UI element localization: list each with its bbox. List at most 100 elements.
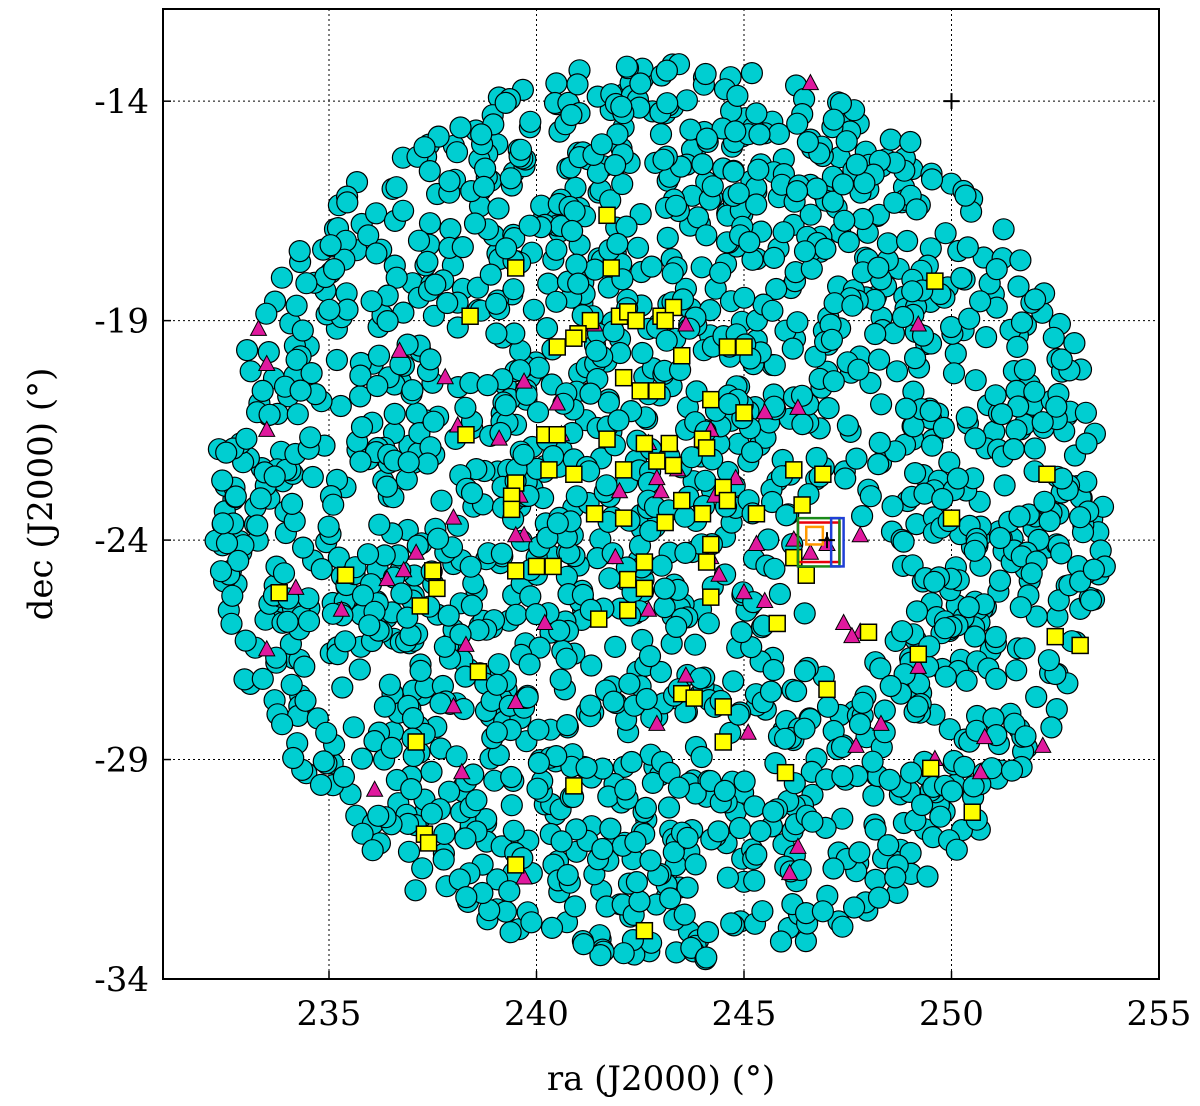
scatter-point-circle (598, 567, 621, 590)
scatter-point-square (507, 856, 525, 874)
scatter-point-triangle (249, 319, 268, 336)
scatter-point-circle (1047, 589, 1070, 612)
scatter-point-square (942, 509, 961, 527)
scatter-point-square (693, 505, 712, 523)
scatter-point-circle (211, 512, 234, 535)
scatter-point-triangle (677, 314, 695, 332)
scatter-point-circle (556, 863, 579, 887)
scatter-point-square (673, 346, 691, 365)
scatter-point-circle (572, 932, 595, 956)
scatter-point-square (747, 505, 766, 523)
scatter-point-circle (433, 635, 456, 658)
scatter-point-circle (485, 322, 508, 345)
scatter-point-circle (590, 133, 613, 156)
scatter-point-square (648, 452, 666, 470)
scatter-point-circle (879, 674, 902, 698)
scatter-point-triangle (648, 714, 666, 731)
scatter-point-circle (906, 695, 929, 718)
scatter-point-circle (329, 394, 352, 418)
scatter-point-circle (404, 879, 427, 902)
scatter-point-square (602, 259, 620, 277)
scatter-point-circle (419, 348, 442, 371)
scatter-point-square (469, 663, 488, 681)
scatter-point-circle (1014, 725, 1037, 748)
scatter-point-circle (289, 379, 312, 402)
plot-frame (162, 8, 1160, 980)
scatter-point-circle (563, 895, 587, 918)
scatter-point-square (697, 553, 716, 571)
scatter-point-circle (793, 240, 817, 263)
axis-ticks: 235 240 245 250 255 -34 -29 -24 -19 -14 (94, 82, 1191, 1034)
scatter-point-triangle (548, 393, 567, 411)
scatter-point-circle (430, 489, 453, 512)
scatter-point-circle (1002, 438, 1025, 461)
scatter-point-square (785, 461, 803, 479)
scatter-point-triangle (457, 635, 475, 652)
scatter-point-circle (879, 128, 902, 151)
scatter-point-circle (500, 794, 523, 817)
scatter-point-circle (942, 362, 966, 385)
scatter-point-circle (301, 465, 324, 489)
scatter-point-circle (1005, 419, 1028, 442)
scatter-point-circle (707, 820, 730, 843)
scatter-point-triangle (975, 727, 994, 745)
scatter-point-circle (527, 718, 550, 741)
scatter-point-circle (465, 789, 488, 812)
scatter-point-circle (905, 198, 928, 221)
scatter-point-circle (762, 246, 786, 269)
scatter-point-circle (974, 326, 998, 349)
scatter-point-circle (319, 234, 342, 257)
scatter-point-circle (903, 347, 927, 370)
scatter-point-triangle (755, 402, 774, 420)
scatter-point-circle (988, 526, 1012, 550)
scatter-point-circle (436, 291, 459, 315)
scatter-point-circle (793, 717, 816, 740)
scatter-point-circle (258, 403, 281, 426)
scatter-point-circle (276, 610, 299, 633)
scatter-point-circle (894, 397, 918, 420)
scatter-point-square (502, 500, 521, 519)
scatter-point-circle (773, 727, 797, 750)
scatter-point-square (797, 566, 815, 584)
scatter-point-circle (560, 103, 583, 127)
scatter-point-square (702, 588, 720, 606)
scatter-point-circle (968, 290, 992, 313)
scatter-point-circle (749, 819, 772, 843)
scatter-point-circle (518, 214, 541, 237)
scatter-point-triangle (444, 696, 463, 714)
scatter-point-circle (659, 887, 682, 910)
scatter-point-circle (365, 242, 388, 265)
scatter-point-triangle (755, 591, 774, 609)
scatter-point-circle (445, 745, 468, 768)
scatter-point-circle (380, 736, 403, 760)
scatter-point-circle (837, 230, 860, 254)
scatter-point-circle (357, 224, 380, 247)
scatter-point-circle (299, 426, 322, 449)
scatter-point-circle (890, 620, 914, 643)
scatter-point-circle (1050, 348, 1073, 371)
scatter-point-circle (315, 721, 338, 744)
scatter-point-triangle (847, 736, 865, 753)
scatter-point-circle (954, 184, 977, 207)
scatter-point-circle (790, 384, 814, 407)
scatter-point-circle (432, 848, 455, 871)
scatter-point-circle (211, 469, 234, 492)
scatter-point-circle (761, 299, 784, 322)
scatter-point-circle (694, 469, 717, 492)
scatter-point-circle (920, 434, 944, 457)
scatter-point-circle (376, 310, 399, 333)
scatter-point-circle (1063, 332, 1086, 355)
scatter-point-circle (811, 900, 835, 923)
scatter-point-triangle (851, 525, 870, 543)
scatter-point-circle (932, 416, 956, 439)
scatter-point-circle (944, 342, 967, 365)
scatter-point-circle (479, 263, 502, 286)
scatter-point-circle (322, 493, 345, 516)
scatter-point-circle (490, 542, 513, 565)
scatter-point-circle (639, 849, 662, 872)
scatter-point-triangle (909, 314, 928, 332)
scatter-point-circle (292, 536, 315, 559)
scatter-point-circle (876, 232, 900, 255)
scatter-point-circle (624, 830, 647, 854)
